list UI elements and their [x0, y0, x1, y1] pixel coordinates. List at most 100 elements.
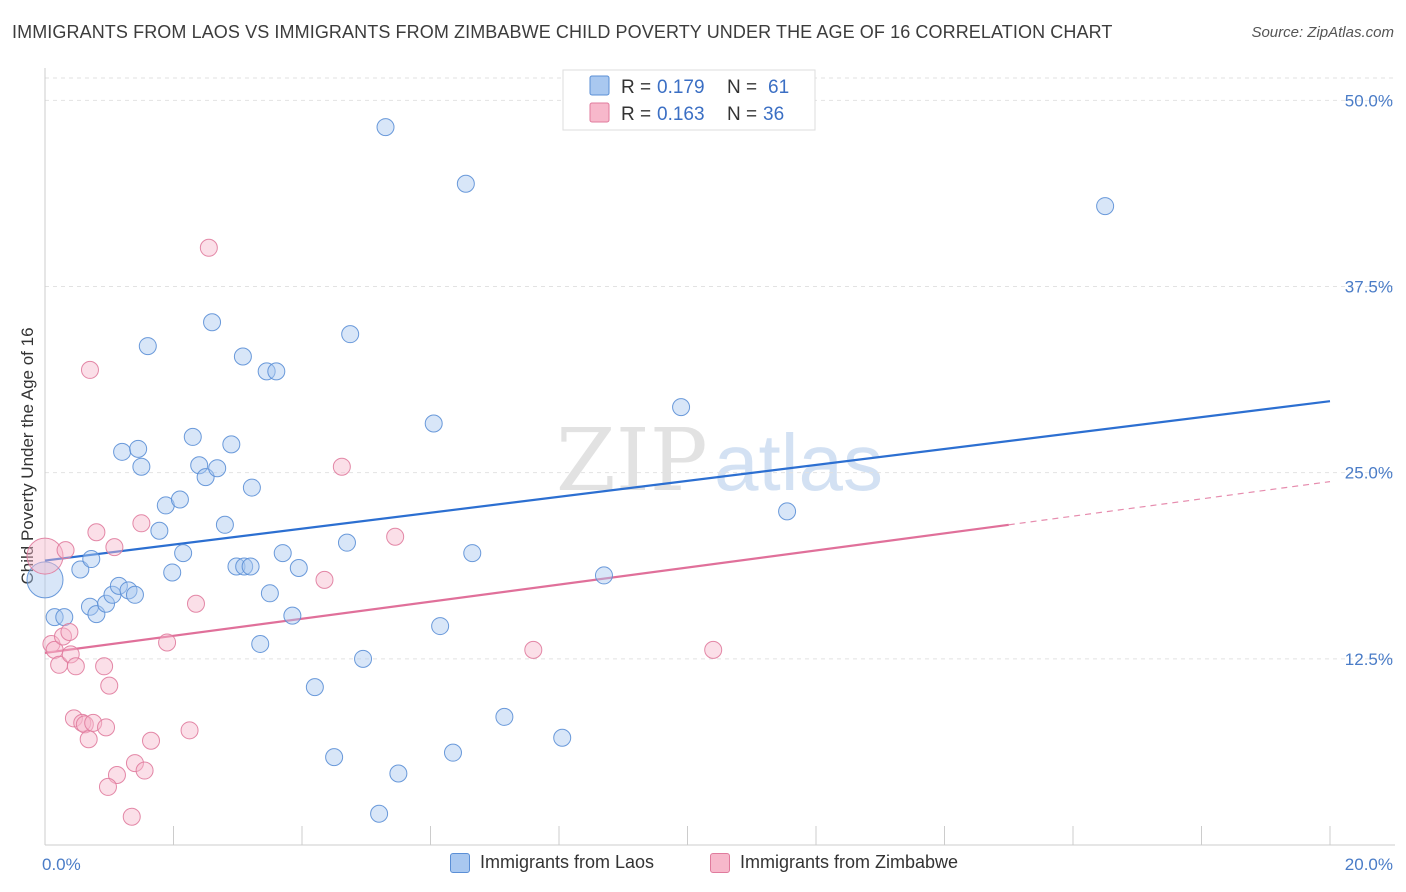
- series-legend-laos: Immigrants from Laos: [450, 852, 654, 873]
- data-point-laos: [215, 515, 234, 534]
- data-point-zimbabwe: [26, 537, 64, 575]
- data-point-laos: [431, 617, 450, 636]
- y-tick-label: 50.0%: [1345, 91, 1393, 110]
- series-swatch-laos: [450, 852, 470, 873]
- y-tick-label: 12.5%: [1345, 650, 1393, 669]
- data-point-zimbabwe: [125, 754, 144, 773]
- data-point-laos: [424, 414, 443, 433]
- data-point-laos: [325, 748, 344, 767]
- data-point-laos: [257, 362, 276, 381]
- data-point-zimbabwe: [135, 761, 154, 780]
- data-point-laos: [456, 174, 475, 193]
- data-point-laos: [389, 764, 408, 783]
- data-point-zimbabwe: [142, 731, 161, 750]
- data-point-laos: [132, 457, 151, 476]
- data-points: [26, 118, 1115, 826]
- data-point-laos: [594, 566, 613, 585]
- data-point-zimbabwe: [80, 360, 99, 379]
- data-point-laos: [71, 560, 90, 579]
- data-point-laos: [233, 347, 252, 366]
- x-tick-label-max: 20.0%: [1345, 855, 1393, 874]
- legend-r-label-zimbabwe: R =: [621, 104, 651, 125]
- data-point-laos: [129, 439, 148, 458]
- series-label-zimbabwe: Immigrants from Zimbabwe: [740, 852, 959, 872]
- data-point-laos: [251, 634, 270, 653]
- legend-n-label-zimbabwe: N =: [727, 104, 757, 125]
- data-point-laos: [170, 490, 189, 509]
- axes: 12.5% 25.0% 37.5% 50.0% 0.0% 20.0%: [42, 68, 1395, 874]
- data-point-zimbabwe: [158, 633, 177, 652]
- data-point-zimbabwe: [105, 538, 124, 557]
- data-point-laos: [305, 678, 324, 697]
- trend-line-zimbabwe: [44, 523, 1009, 654]
- data-point-zimbabwe: [56, 541, 75, 560]
- data-point-zimbabwe: [132, 514, 151, 533]
- data-point-zimbabwe: [180, 721, 199, 740]
- data-point-laos: [289, 558, 308, 577]
- data-point-laos: [553, 728, 572, 747]
- data-point-zimbabwe: [704, 640, 723, 659]
- data-point-laos: [672, 398, 691, 417]
- data-point-zimbabwe: [332, 457, 351, 476]
- data-point-laos: [125, 585, 144, 604]
- data-point-zimbabwe: [199, 238, 218, 257]
- data-point-laos: [97, 594, 116, 613]
- data-point-zimbabwe: [87, 523, 106, 542]
- series-legend-zimbabwe: Immigrants from Zimbabwe: [710, 852, 958, 873]
- data-point-laos: [150, 521, 169, 540]
- legend-n-value-zimbabwe: 36: [763, 104, 784, 125]
- data-point-laos: [337, 533, 356, 552]
- data-point-laos: [109, 576, 128, 595]
- data-point-zimbabwe: [186, 594, 205, 613]
- data-point-zimbabwe: [98, 777, 117, 796]
- data-point-zimbabwe: [97, 718, 116, 737]
- data-point-zimbabwe: [61, 645, 80, 664]
- data-point-laos: [370, 804, 389, 823]
- data-point-laos: [82, 550, 101, 569]
- data-point-laos: [227, 557, 246, 576]
- data-point-zimbabwe: [107, 766, 126, 785]
- data-point-laos: [113, 442, 132, 461]
- series-swatch-zimbabwe: [710, 852, 730, 873]
- data-point-laos: [443, 743, 462, 762]
- data-point-laos: [203, 313, 222, 332]
- data-point-zimbabwe: [386, 527, 405, 546]
- data-point-laos: [190, 456, 209, 475]
- legend-swatch-laos: [589, 75, 610, 96]
- data-point-zimbabwe: [60, 623, 79, 642]
- data-point-zimbabwe: [524, 640, 543, 659]
- data-point-laos: [26, 561, 64, 599]
- series-label-laos: Immigrants from Laos: [480, 852, 655, 872]
- source-label: Source: ZipAtlas.com: [1251, 24, 1394, 41]
- data-point-laos: [163, 563, 182, 582]
- legend-r-value-laos: 0.179: [657, 77, 705, 98]
- trend-line-laos: [44, 400, 1331, 562]
- data-point-laos: [138, 337, 157, 356]
- watermark-zip: ZIP: [556, 411, 708, 511]
- y-tick-label: 37.5%: [1345, 278, 1393, 297]
- data-point-laos: [183, 427, 202, 446]
- data-point-zimbabwe: [315, 570, 334, 589]
- data-point-zimbabwe: [79, 730, 98, 749]
- data-point-laos: [376, 118, 395, 137]
- chart-title: IMMIGRANTS FROM LAOS VS IMMIGRANTS FROM …: [12, 22, 1113, 42]
- data-point-laos: [778, 502, 797, 521]
- legend-r-value-zimbabwe: 0.163: [657, 104, 705, 125]
- legend-r-label-laos: R =: [621, 77, 651, 98]
- data-point-laos: [235, 557, 254, 576]
- data-point-zimbabwe: [122, 807, 141, 826]
- data-point-laos: [283, 606, 302, 625]
- data-point-laos: [341, 325, 360, 344]
- x-tick-label-min: 0.0%: [42, 855, 81, 874]
- legend-n-label-laos: N =: [727, 77, 757, 98]
- data-point-laos: [495, 707, 514, 726]
- data-point-laos: [208, 459, 227, 478]
- data-point-zimbabwe: [66, 657, 85, 676]
- trend-lines: [44, 400, 1331, 654]
- data-point-laos: [273, 544, 292, 563]
- data-point-laos: [241, 557, 260, 576]
- data-point-laos: [174, 544, 193, 563]
- data-point-laos: [1096, 197, 1115, 216]
- data-point-laos: [242, 478, 261, 497]
